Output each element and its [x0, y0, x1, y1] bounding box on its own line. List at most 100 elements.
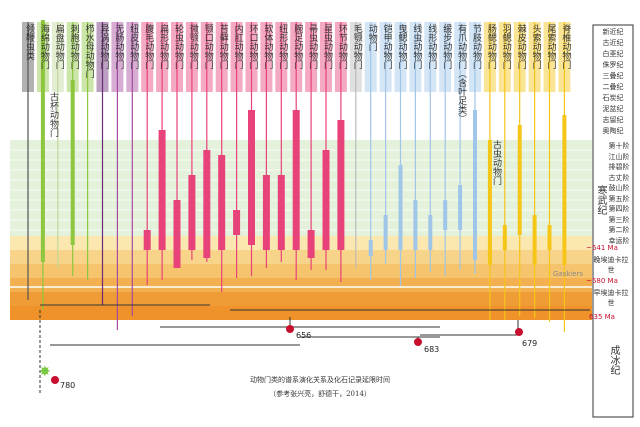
cambrian-stage: 第四阶 [608, 205, 630, 213]
time-scale-frame [592, 24, 634, 418]
taxon-label: 尾索动物门 [545, 24, 556, 69]
cambrian-stage: 第二阶 [608, 226, 630, 234]
fossil-range-bar [277, 175, 285, 250]
divergence-node [51, 376, 59, 384]
cambrian-label: 寒武纪 [595, 185, 606, 215]
ediacaran-band [10, 278, 592, 292]
taxon-label: 内肛动物门 [232, 24, 243, 69]
label-strip [379, 22, 392, 92]
taxon-label: 纽皮动物门 [128, 24, 139, 69]
ediacaran-stage: 早埃迪卡拉世 [593, 289, 629, 307]
ediacaran-stage: 晚埃迪卡拉世 [593, 256, 629, 274]
label-strip [96, 22, 109, 92]
label-strip [483, 22, 496, 92]
cambrian-stage: 鼓山阶 [608, 184, 630, 192]
label-strip [275, 22, 288, 92]
fossil-range-bar [307, 230, 315, 258]
label-strip [81, 22, 94, 92]
fossil-range-bar [532, 215, 537, 265]
taxon-label: 刺胞动物门 [68, 24, 79, 69]
label-strip [320, 22, 332, 92]
period-label: 二叠纪 [602, 83, 624, 91]
taxon-label: 星虫动物门 [322, 24, 332, 69]
taxon-label: 腕足动物门 [292, 24, 303, 69]
label-strip [305, 22, 318, 92]
fossil-range-bar [398, 165, 403, 250]
ediacaran-band [10, 250, 592, 264]
cambrian-stage: 排碧阶 [608, 163, 630, 171]
fossil-range-bar [428, 215, 433, 250]
label-strip [230, 22, 243, 92]
fossil-range-bar [262, 175, 270, 250]
taxon-label: 线形动物门 [426, 24, 437, 69]
taxon-label: 羽鳃动物门 [500, 24, 511, 69]
node-656: 656 [296, 331, 312, 340]
fossil-range-bar [473, 110, 477, 260]
gaskiers-label: Gaskiers [552, 270, 584, 278]
fossil-range-bar [203, 150, 211, 258]
ediacaran-band [10, 236, 592, 250]
taxon-label: 扁形动物门 [158, 24, 169, 69]
taxon-label: 帚虫动物门 [307, 24, 318, 69]
period-label: 白垩纪 [602, 50, 624, 58]
ediacaran-band [10, 292, 592, 306]
taxon-label: 微颚动物门 [187, 24, 198, 69]
period-label: 泥盆纪 [602, 105, 624, 113]
label-strip [111, 22, 124, 92]
fossil-range-bar [143, 230, 151, 250]
period-label: 侏罗纪 [602, 61, 624, 69]
label-strip [156, 22, 169, 92]
label-strip [260, 22, 273, 92]
cambrian-stage: 第五阶 [608, 194, 630, 203]
label-strip [364, 22, 377, 92]
taxon-label: 线虫动物门 [411, 24, 422, 69]
ediacaran-band [10, 264, 592, 278]
label-strip [454, 22, 467, 92]
label-strip [51, 22, 64, 92]
label-strip [245, 22, 258, 92]
taxon-label: 脊椎动物门 [560, 24, 571, 69]
period-label: 石炭纪 [602, 94, 624, 102]
time-bands [10, 24, 634, 418]
cambrian-stage: 古丈阶 [608, 173, 630, 182]
label-strip [200, 22, 213, 92]
period-label: 古近纪 [602, 39, 624, 47]
cambrian-stage: 江山阶 [608, 152, 630, 161]
cambrian-stage: 第三阶 [608, 215, 630, 224]
cambrian-stage: 第十阶 [608, 142, 630, 150]
gubei-label: 古杯动物门 [48, 92, 58, 137]
label-strip [513, 22, 526, 92]
taxon-label: 环口动物门 [247, 24, 258, 69]
fossil-range-bar [502, 225, 507, 250]
node-683: 683 [424, 345, 440, 354]
fossil-range-bar [158, 130, 166, 250]
label-strip [22, 22, 34, 92]
taxon-label: 曳鳃动物门 [396, 24, 407, 69]
divergence-node [286, 325, 294, 333]
taxon-label: 环节动物门 [336, 24, 347, 69]
cryogenian-label: 成冰纪 [608, 345, 619, 375]
taxon-label: 肠鳃动物门 [485, 24, 496, 69]
taxon-label: 有爪动物门（含叶足类） [456, 24, 467, 123]
fossil-range-bar [233, 210, 241, 235]
taxon-label: 栉水母动物门 [83, 24, 94, 78]
period-label: 奥陶纪 [602, 127, 624, 135]
label-strip [424, 22, 437, 92]
fossil-range-bar [70, 80, 75, 245]
taxon-label: 异涡动物门 [98, 24, 109, 69]
fossil-range-bar [218, 155, 226, 250]
age-marker: ~541 Ma [586, 244, 618, 252]
taxon-label: 头索动物门 [530, 24, 541, 69]
divergence-node [414, 338, 422, 346]
taxon-label: 棘皮动物门 [515, 24, 526, 69]
fossil-range-bar [458, 185, 463, 230]
taxon-label: 动物门 [366, 24, 377, 51]
fossil-range-bar [487, 140, 492, 265]
label-strip [394, 22, 407, 92]
taxon-label: 海绵动物门 [38, 24, 49, 69]
taxon-ranges [22, 20, 571, 332]
label-strip [409, 22, 422, 92]
label-strip [558, 22, 571, 92]
fossil-range-bar [337, 120, 345, 250]
